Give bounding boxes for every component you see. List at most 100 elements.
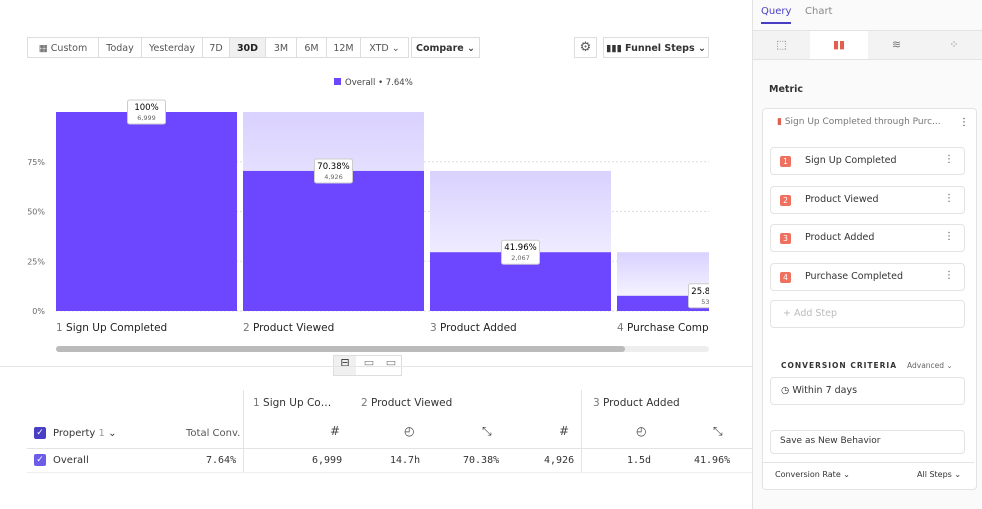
bar — [56, 112, 237, 311]
criteria-mode[interactable]: Advanced ⌄ — [907, 361, 953, 370]
bar — [243, 170, 424, 311]
x-tick-label: 2 Product Viewed — [243, 322, 334, 334]
legend-swatch — [334, 78, 341, 85]
date-range-label: XTD — [369, 43, 389, 54]
label-box — [501, 239, 540, 265]
step-name: Sign Up Completed — [66, 322, 167, 334]
layout-toggle[interactable]: ⊟ ▭ ▭ — [333, 355, 402, 376]
date-range-button[interactable]: 6M — [296, 37, 327, 58]
metric-name-text: Sign Up Completed through Purc... — [784, 117, 941, 127]
step-badge: 3 — [780, 233, 791, 244]
column-icon: # — [330, 424, 341, 438]
cell: 14.7h — [390, 455, 421, 466]
step-name: Product Viewed — [253, 322, 334, 334]
step-card[interactable]: 4 Purchase Completed ⋮ — [770, 262, 965, 291]
step-badge: 2 — [780, 194, 791, 206]
date-range-label: 30D — [236, 43, 259, 54]
cell: 6,999 — [312, 455, 343, 466]
date-range-button[interactable]: Yesterday — [141, 37, 203, 58]
step-menu[interactable]: ⋮ — [944, 231, 954, 242]
step-number: 4 — [617, 322, 624, 334]
step-name: Sign Up Completed — [263, 397, 339, 409]
y-tick-label: 0% — [32, 307, 45, 316]
compare-button[interactable]: Compare ⌄ — [411, 37, 480, 58]
step-name: Product Viewed — [371, 397, 453, 409]
add-step-label: Add Step — [793, 308, 838, 319]
window-select[interactable]: ◷ Within 7 days — [770, 377, 965, 405]
column-icon: # — [559, 424, 570, 438]
step-card[interactable]: 1 Sign Up Completed ⋮ — [770, 147, 965, 175]
label-box — [688, 283, 709, 309]
save-button[interactable]: Save as New Behavior — [770, 430, 965, 454]
step-number: 1 — [56, 322, 63, 334]
x-tick-label: 4 Purchase Completed — [617, 322, 735, 334]
legend-label: Overall • 7.64% — [345, 78, 413, 88]
date-range-button[interactable]: 30D — [229, 37, 266, 58]
column-icon: ⤡ — [482, 424, 492, 438]
cell: 41.96% — [694, 455, 731, 466]
step-name: Product Viewed — [805, 193, 879, 205]
criteria-mode-label: Advanced — [907, 361, 945, 370]
date-range-button[interactable]: Today — [98, 37, 142, 58]
compare-label: Compare — [415, 43, 464, 54]
cell: 4,926 — [544, 455, 575, 466]
date-range-label: 12M — [333, 43, 354, 54]
step-name: Product Added — [805, 232, 875, 243]
metric-name[interactable]: ▮ Sign Up Completed through Purc... — [777, 117, 941, 127]
cell: 7.64% — [206, 455, 237, 466]
step-menu[interactable]: ⋮ — [944, 269, 954, 281]
conversion-label: 100% — [134, 103, 158, 113]
tab[interactable]: Query — [761, 6, 792, 24]
layout-chart[interactable]: ▭ — [363, 356, 375, 369]
property-dropdown[interactable]: Property 1 ⌄ — [53, 428, 117, 439]
step-menu[interactable]: ⋮ — [944, 192, 954, 204]
view-tab[interactable]: ≋ — [891, 38, 902, 51]
section-title: Metric — [769, 84, 804, 95]
step-badge: 4 — [780, 271, 791, 283]
x-tick-label: 3 Product Added — [430, 322, 517, 334]
y-tick-label: 75% — [27, 158, 45, 167]
view-tab[interactable]: ▮▮ — [810, 31, 868, 59]
step-name: Product Added — [440, 322, 517, 334]
column-group-header: 1 Sign Up Completed — [253, 397, 339, 409]
date-range-button[interactable]: 3M — [265, 37, 297, 58]
date-range-button[interactable]: XTD ⌄ — [360, 37, 409, 58]
settings-button[interactable]: ⚙ — [574, 37, 597, 58]
step-menu[interactable]: ⋮ — [944, 154, 954, 165]
view-tab[interactable]: ⁘ — [949, 38, 959, 51]
step-name: Product Added — [603, 397, 680, 409]
section-title: CONVERSION CRITERIA — [781, 361, 897, 370]
checkbox[interactable]: ✓ — [34, 454, 46, 466]
date-range-label: 7D — [209, 43, 223, 54]
y-tick-label: 50% — [27, 208, 45, 217]
date-range-button[interactable]: 7D — [202, 37, 230, 58]
column-icon: ⤡ — [713, 424, 723, 438]
scrollbar[interactable] — [56, 346, 625, 352]
divider — [0, 366, 752, 367]
steps-filter[interactable]: All Steps ⌄ — [917, 470, 962, 479]
layout-table[interactable]: ▭ — [385, 356, 397, 369]
checkbox[interactable]: ✓ — [34, 427, 46, 439]
tab[interactable]: Chart — [805, 6, 833, 17]
conversion-label: 41.96% — [504, 243, 536, 253]
property-label: Property — [53, 428, 96, 439]
cell: 1.5d — [627, 455, 652, 466]
date-range-button[interactable]: ▦ Custom — [27, 37, 99, 58]
measure-label: Conversion Rate — [775, 470, 841, 479]
layout-split[interactable]: ⊟ — [334, 356, 356, 375]
chart-type-button[interactable]: ▮▮▮ Funnel Steps ⌄ — [603, 37, 709, 58]
step-badge: 1 — [780, 156, 791, 167]
view-tab[interactable]: ⬚ — [776, 38, 787, 51]
date-range-button[interactable]: 12M — [326, 37, 361, 58]
column-group-header: 3 Product Added — [593, 397, 680, 409]
add-step[interactable]: + Add Step — [770, 300, 965, 328]
date-range-label: Yesterday — [148, 43, 196, 54]
step-card[interactable]: 2 Product Viewed ⋮ — [770, 185, 965, 214]
count-label: 4,926 — [324, 173, 343, 181]
date-range-label: Today — [106, 43, 134, 54]
measure-select[interactable]: Conversion Rate ⌄ — [775, 470, 850, 479]
label-box — [127, 99, 166, 125]
column-header: Total Conv. — [186, 428, 241, 439]
step-card[interactable]: 3 Product Added ⋮ — [770, 224, 965, 252]
